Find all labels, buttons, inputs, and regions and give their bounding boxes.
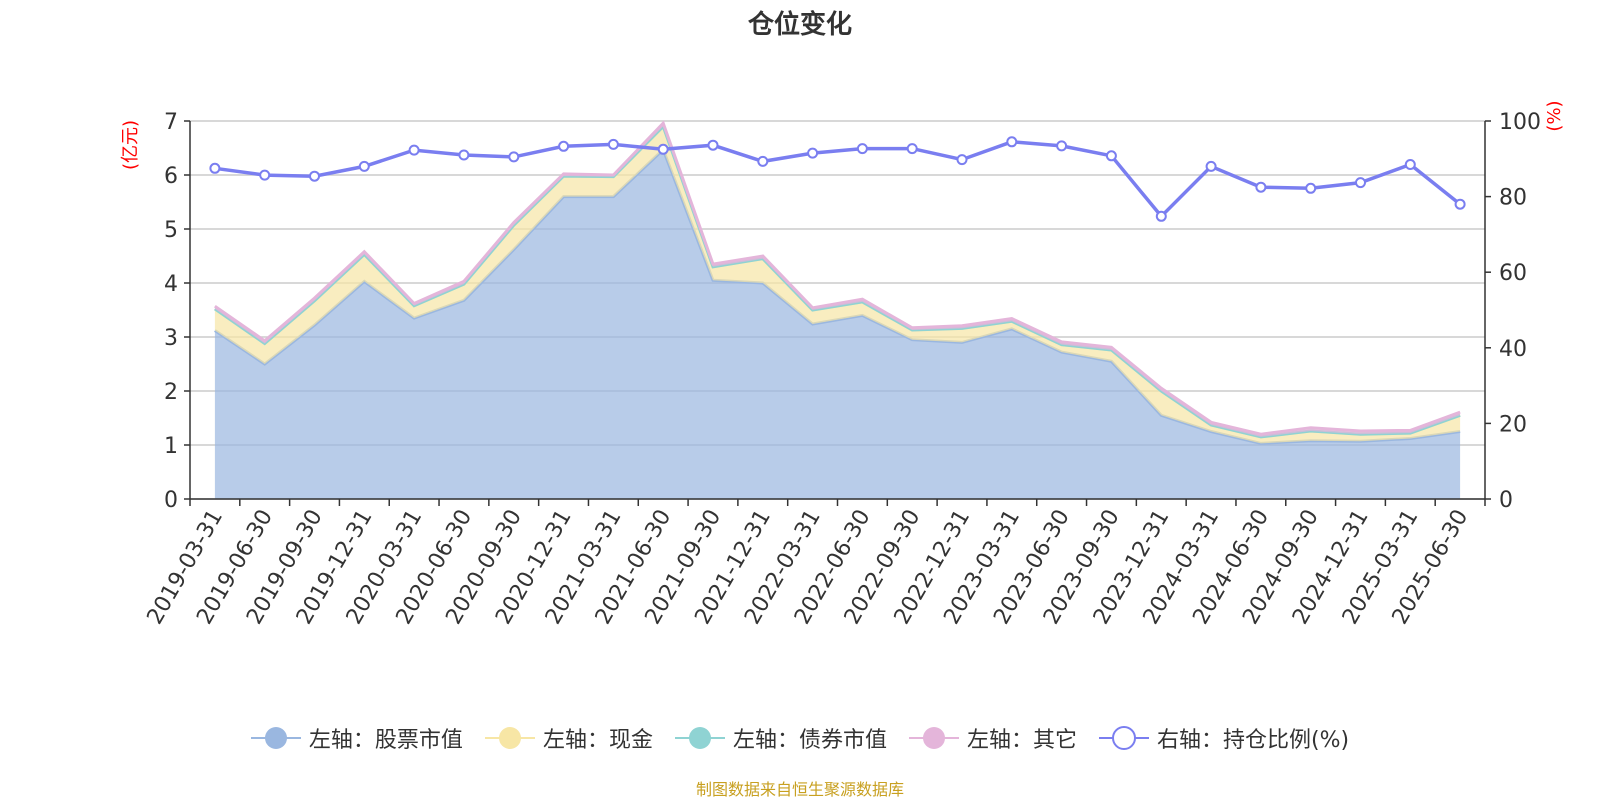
ratio-line-series [209,136,1466,222]
legend-marker-icon [484,727,535,749]
stacked-areas [214,120,1461,499]
legend-marker-icon [250,727,301,749]
ratio-point [1404,159,1416,170]
chart-title: 仓位变化 [747,10,852,40]
ratio-point [956,154,968,166]
ratio-point [358,160,370,172]
left-axis-tick-label: 0 [164,488,178,513]
ratio-point [558,140,570,152]
legend-marker-icon [674,727,725,749]
legend-item[interactable]: 左轴：股票市值 [250,722,463,754]
left-axis-tick-label: 1 [164,434,178,459]
legend-item[interactable]: 左轴：债券市值 [674,722,887,754]
ratio-point [757,155,769,167]
ratio-point [906,143,918,155]
ratio-point [1454,198,1466,210]
legend-marker-icon [1098,726,1149,750]
right-axis-tick-label: 20 [1499,412,1527,437]
left-axis-tick-label: 7 [164,110,178,135]
ratio-point [707,139,719,151]
right-axis-tick-label: 100 [1499,110,1541,135]
ratio-point [657,143,669,155]
right-axis-unit-label: (%) [1544,100,1565,131]
left-axis-unit-label: (亿元) [120,120,141,170]
right-axis-tick-label: 40 [1499,337,1527,362]
ratio-point [1255,181,1267,193]
legend-label: 左轴：股票市值 [308,728,463,753]
ratio-point [856,143,868,155]
ratio-point [259,169,271,181]
ratio-point [1305,182,1317,194]
legend-item[interactable]: 左轴：现金 [484,722,653,754]
ratio-point [1105,150,1117,162]
ratio-point [1205,160,1217,172]
right-axis-tick-label: 0 [1499,488,1513,513]
left-axis-tick-label: 2 [164,380,178,405]
legend-label: 左轴：债券市值 [732,728,887,753]
left-axis-tick-label: 3 [164,326,178,351]
legend-item[interactable]: 右轴：持仓比例(%) [1098,722,1350,754]
ratio-line [214,140,1462,219]
ratio-point [1155,210,1167,222]
left-axis-tick-label: 6 [164,164,178,189]
legend-item[interactable]: 左轴：其它 [908,722,1077,754]
ratio-point [1006,136,1018,148]
left-axis-tick-label: 4 [164,272,178,297]
ratio-point [309,170,320,182]
ratio-point [209,162,221,174]
right-axis-tick-label: 60 [1499,261,1527,286]
ratio-point [408,144,420,156]
legend-label: 左轴：其它 [966,728,1077,753]
area-左轴：股票市值 [214,149,1461,499]
ratio-point [807,147,819,159]
ratio-point [508,151,520,163]
legend-marker-icon [908,727,959,749]
chart-legend: 左轴：股票市值 左轴：现金 左轴：债券市值 左轴：其它 右轴：持仓比例(%) [0,722,1600,754]
legend-label: 左轴：现金 [542,728,653,753]
area-edge-左轴：其它 [214,120,1461,436]
left-axis-tick-label: 5 [164,218,178,243]
ratio-point [607,138,619,150]
ratio-point [1056,140,1068,152]
source-note: 制图数据来自恒生聚源数据库 [695,780,904,799]
ratio-point [1355,177,1366,189]
ratio-point [458,149,470,161]
legend-label: 右轴：持仓比例(%) [1156,728,1350,753]
right-axis-tick-label: 80 [1499,186,1527,211]
